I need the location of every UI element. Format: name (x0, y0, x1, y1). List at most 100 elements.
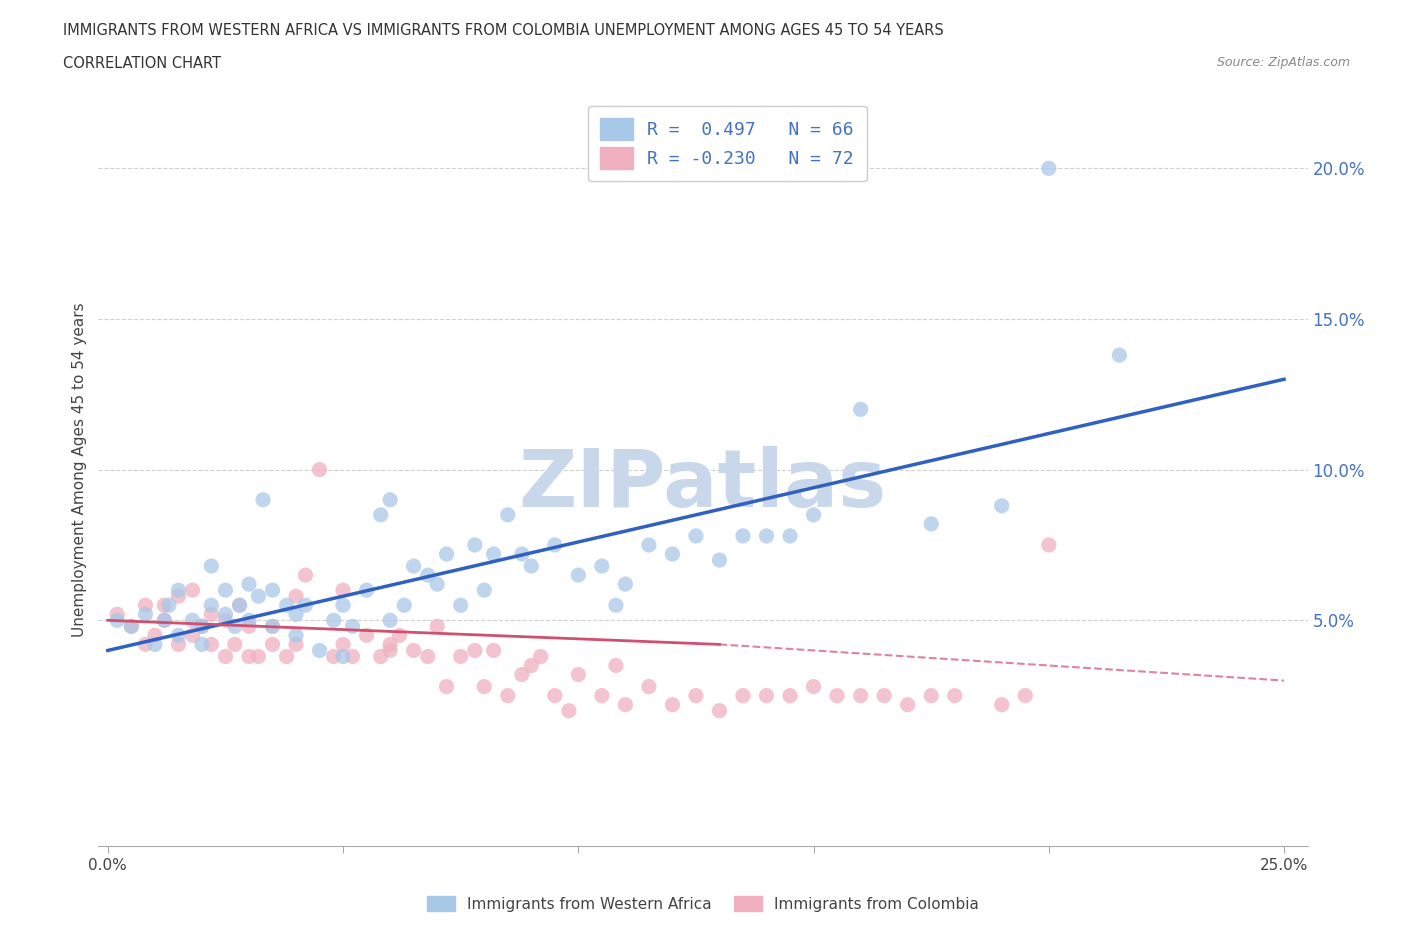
Point (214, 583, 236, 598)
Point (416, 649, 439, 664)
Point (342, 618, 364, 633)
Point (685, 528, 707, 543)
Point (1038, 161, 1060, 176)
Point (803, 508, 825, 523)
Point (709, 703, 731, 718)
Point (510, 667, 533, 682)
Point (378, 643, 401, 658)
Point (134, 598, 156, 613)
Point (943, 688, 966, 703)
Point (224, 637, 246, 652)
Point (464, 643, 486, 658)
Point (416, 567, 439, 582)
Point (134, 637, 156, 652)
Point (120, 618, 142, 633)
Point (520, 658, 543, 673)
Point (520, 559, 543, 574)
Point (436, 547, 458, 562)
Point (731, 688, 754, 703)
Point (1108, 348, 1130, 363)
Point (200, 607, 222, 622)
Point (464, 538, 486, 552)
Point (638, 538, 661, 552)
Point (605, 658, 627, 673)
Point (496, 688, 519, 703)
Point (181, 628, 204, 643)
Point (294, 598, 316, 613)
Point (685, 688, 707, 703)
Point (544, 688, 567, 703)
Point (779, 688, 801, 703)
Point (472, 679, 495, 694)
Point (402, 559, 425, 574)
Text: ZIPatlas: ZIPatlas (519, 445, 887, 524)
Point (849, 688, 872, 703)
Point (755, 688, 778, 703)
Point (247, 649, 270, 664)
Point (873, 688, 896, 703)
Point (332, 583, 354, 598)
Point (426, 618, 449, 633)
Point (167, 589, 190, 604)
Point (238, 577, 260, 591)
Point (276, 598, 298, 613)
Y-axis label: Unemployment Among Ages 45 to 54 years: Unemployment Among Ages 45 to 54 years (72, 302, 87, 637)
Point (200, 598, 222, 613)
Point (153, 613, 176, 628)
Point (157, 598, 180, 613)
Point (755, 528, 778, 543)
Point (370, 649, 392, 664)
Point (496, 508, 519, 523)
Point (614, 698, 637, 712)
Point (153, 598, 176, 613)
Text: Source: ZipAtlas.com: Source: ZipAtlas.com (1216, 56, 1350, 69)
Point (661, 698, 683, 712)
Point (661, 547, 683, 562)
Point (262, 637, 284, 652)
Point (544, 538, 567, 552)
Point (167, 583, 190, 598)
Point (200, 559, 222, 574)
Point (450, 598, 472, 613)
Legend: Immigrants from Western Africa, Immigrants from Colombia: Immigrants from Western Africa, Immigran… (420, 889, 986, 918)
Point (143, 637, 166, 652)
Point (105, 607, 128, 622)
Point (849, 402, 872, 417)
Point (510, 547, 533, 562)
Point (1038, 538, 1060, 552)
Point (567, 667, 589, 682)
Point (342, 649, 364, 664)
Point (990, 698, 1012, 712)
Point (356, 628, 378, 643)
Point (322, 613, 344, 628)
Point (191, 618, 214, 633)
Point (803, 679, 825, 694)
Point (200, 637, 222, 652)
Point (285, 607, 308, 622)
Point (262, 618, 284, 633)
Point (238, 613, 260, 628)
Point (558, 703, 581, 718)
Point (436, 679, 458, 694)
Point (332, 598, 354, 613)
Point (709, 552, 731, 567)
Point (247, 589, 270, 604)
Point (252, 492, 274, 507)
Point (214, 607, 236, 622)
Point (153, 613, 176, 628)
Point (614, 577, 637, 591)
Point (394, 598, 416, 613)
Point (276, 649, 298, 664)
Point (1014, 688, 1036, 703)
Point (181, 613, 204, 628)
Point (378, 613, 401, 628)
Point (370, 508, 392, 523)
Point (605, 598, 627, 613)
Point (167, 637, 190, 652)
Point (214, 613, 236, 628)
Point (591, 688, 613, 703)
Point (228, 598, 250, 613)
Point (308, 643, 330, 658)
Point (825, 688, 848, 703)
Point (238, 649, 260, 664)
